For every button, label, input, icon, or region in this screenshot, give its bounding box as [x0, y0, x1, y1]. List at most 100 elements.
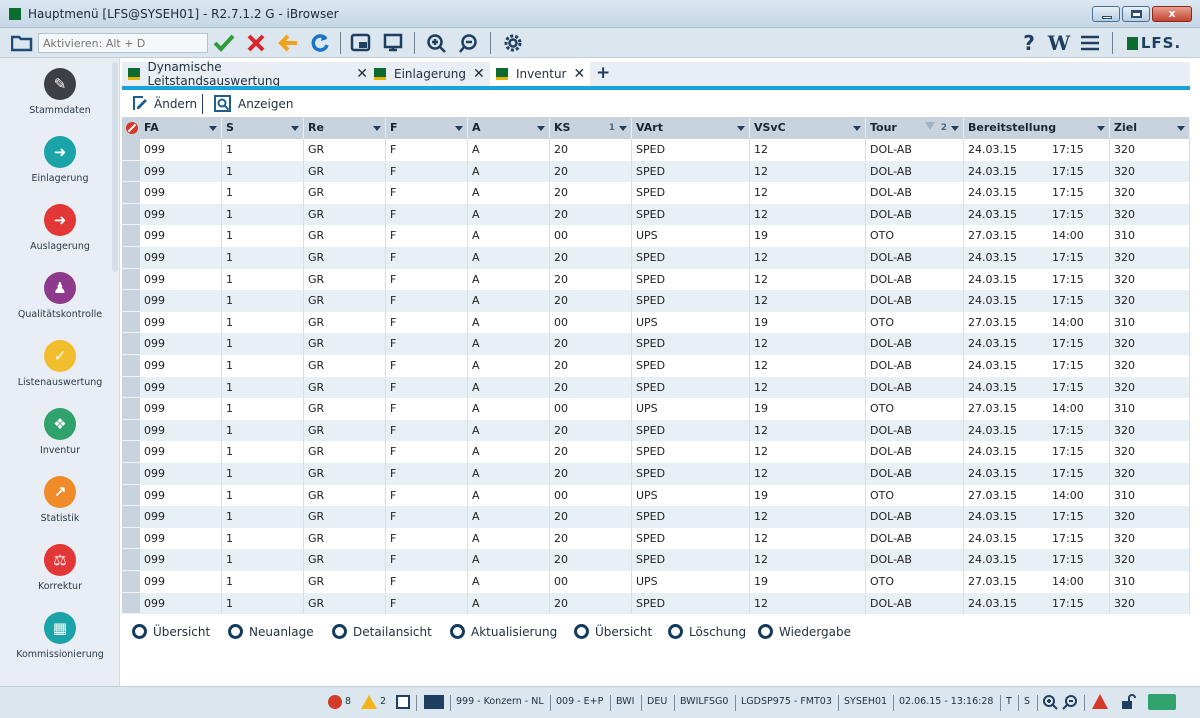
row-selector[interactable] [122, 247, 140, 269]
tab-inventur[interactable]: Inventur ✕ [490, 62, 590, 86]
row-selector[interactable] [122, 290, 140, 312]
column-header-tour[interactable]: Tour 2 [866, 117, 964, 139]
row-selector[interactable] [122, 441, 140, 463]
close-tab-icon[interactable]: ✕ [472, 66, 485, 82]
tab-einlagerung[interactable]: Einlagerung ✕ [374, 62, 486, 86]
column-header-f[interactable]: F [386, 117, 468, 139]
column-dropdown-icon[interactable] [853, 126, 861, 131]
table-row[interactable]: 099 1 GR F A 20 SPED 12 DOL-AB 24.03.15 17:15 320 [122, 419, 1190, 442]
option-6[interactable]: Wiedergabe [758, 624, 851, 639]
table-row[interactable]: 099 1 GR F A 20 SPED 12 DOL-AB 24.03.15 17:15 320 [122, 268, 1190, 291]
column-header-vart[interactable]: VArt [632, 117, 750, 139]
column-header-bereit[interactable]: Bereitstellung [964, 117, 1110, 139]
option-1[interactable]: Neuanlage [228, 624, 314, 639]
column-dropdown-icon[interactable] [455, 126, 463, 131]
table-row[interactable]: 099 1 GR F A 20 SPED 12 DOL-AB 24.03.15 17:15 320 [122, 506, 1190, 528]
status-zoom-out-icon[interactable] [1062, 694, 1078, 710]
column-header-s[interactable]: S [222, 117, 304, 139]
radio-button[interactable] [132, 624, 147, 639]
radio-button[interactable] [228, 624, 243, 639]
column-dropdown-icon[interactable] [537, 126, 545, 131]
sidebar-item-korrektur[interactable]: ⚖ Korrektur [0, 544, 120, 604]
column-dropdown-icon[interactable] [951, 126, 959, 131]
row-selector[interactable] [122, 160, 140, 183]
column-header-ks[interactable]: KS 1 [550, 117, 632, 139]
row-selector[interactable] [122, 333, 140, 355]
close-window-button[interactable]: x [1152, 6, 1192, 22]
help-button[interactable]: ? [1023, 31, 1035, 55]
table-row[interactable]: 099 1 GR F A 20 SPED 12 DOL-AB 24.03.15 17:15 320 [122, 160, 1190, 183]
column-dropdown-icon[interactable] [373, 126, 381, 131]
wiki-button[interactable]: W [1047, 31, 1071, 55]
sidebar-scrollbar[interactable] [112, 62, 118, 272]
column-header-a[interactable]: A [468, 117, 550, 139]
table-row[interactable]: 099 1 GR F A 20 SPED 12 DOL-AB 24.03.15 17:15 320 [122, 203, 1190, 226]
confirm-button[interactable] [212, 32, 236, 54]
column-header-fa[interactable]: FA [140, 117, 222, 139]
row-selector[interactable] [122, 419, 140, 442]
radio-button[interactable] [332, 624, 347, 639]
column-header-re[interactable]: Re [304, 117, 386, 139]
zoom-out-button[interactable] [456, 32, 482, 54]
table-row[interactable]: 099 1 GR F A 20 SPED 12 DOL-AB 24.03.15 17:15 320 [122, 592, 1190, 615]
radio-button[interactable] [668, 624, 683, 639]
table-row[interactable]: 099 1 GR F A 00 UPS 19 OTO 27.03.15 14:00 310 [122, 571, 1190, 593]
table-row[interactable]: 099 1 GR F A 20 SPED 12 DOL-AB 24.03.15 17:15 320 [122, 290, 1190, 312]
row-selector[interactable] [122, 139, 140, 161]
alert-icon[interactable] [1092, 694, 1108, 709]
activate-input[interactable] [38, 33, 208, 53]
minimize-button[interactable] [1092, 6, 1120, 22]
sidebar-item-kommissionierung[interactable]: ▦ Kommissionierung [0, 612, 120, 672]
table-row[interactable]: 099 1 GR F A 20 SPED 12 DOL-AB 24.03.15 17:15 320 [122, 247, 1190, 269]
option-5[interactable]: Löschung [668, 624, 746, 639]
radio-button[interactable] [574, 624, 589, 639]
column-dropdown-icon[interactable] [1177, 126, 1185, 131]
close-tab-icon[interactable]: ✕ [573, 66, 586, 82]
table-row[interactable]: 099 1 GR F A 20 SPED 12 DOL-AB 24.03.15 17:15 320 [122, 441, 1190, 463]
unlock-icon[interactable] [1120, 693, 1136, 711]
settings-button[interactable] [500, 32, 526, 54]
sidebar-item-statistik[interactable]: ↗ Statistik [0, 476, 120, 536]
edit-button[interactable]: Ändern [132, 95, 197, 112]
print-button[interactable] [380, 32, 406, 54]
row-selector[interactable] [122, 398, 140, 420]
table-row[interactable]: 099 1 GR F A 20 SPED 12 DOL-AB 24.03.15 17:15 320 [122, 333, 1190, 355]
column-dropdown-icon[interactable] [737, 126, 745, 131]
status-mode-t[interactable]: T [1006, 696, 1012, 707]
menu-button[interactable] [1078, 32, 1102, 54]
view-button[interactable]: Anzeigen [214, 95, 293, 112]
table-row[interactable]: 099 1 GR F A 20 SPED 12 DOL-AB 24.03.15 17:15 320 [122, 527, 1190, 550]
table-row[interactable]: 099 1 GR F A 00 UPS 19 OTO 27.03.15 14:00 310 [122, 484, 1190, 507]
table-row[interactable]: 099 1 GR F A 00 UPS 19 OTO 27.03.15 14:00 310 [122, 311, 1190, 334]
row-selector[interactable] [122, 376, 140, 399]
mail-icon[interactable] [424, 695, 444, 709]
row-selector[interactable] [122, 463, 140, 485]
row-selector[interactable] [122, 268, 140, 291]
column-header-ziel[interactable]: Ziel [1110, 117, 1190, 139]
status-mode-s[interactable]: S [1024, 696, 1031, 707]
radio-button[interactable] [758, 624, 773, 639]
sidebar-item-qualitätskontrolle[interactable]: ♟ Qualitätskontrolle [0, 272, 120, 332]
sidebar-item-inventur[interactable]: ❖ Inventur [0, 408, 120, 468]
row-selector[interactable] [122, 549, 140, 571]
radio-button[interactable] [450, 624, 465, 639]
column-header-vsvc[interactable]: VSvC [750, 117, 866, 139]
row-selector[interactable] [122, 182, 140, 204]
maximize-button[interactable] [1122, 6, 1150, 22]
row-selector[interactable] [122, 203, 140, 226]
table-row[interactable]: 099 1 GR F A 00 UPS 19 OTO 27.03.15 14:00 310 [122, 225, 1190, 247]
error-icon[interactable] [328, 695, 342, 709]
table-row[interactable]: 099 1 GR F A 00 UPS 19 OTO 27.03.15 14:00 310 [122, 398, 1190, 420]
row-selector[interactable] [122, 311, 140, 334]
row-selector[interactable] [122, 592, 140, 615]
option-4[interactable]: Übersicht [574, 624, 652, 639]
option-2[interactable]: Detailansicht [332, 624, 432, 639]
column-dropdown-icon[interactable] [291, 126, 299, 131]
sidebar-item-einlagerung[interactable]: ➜ Einlagerung [0, 136, 120, 196]
column-dropdown-icon[interactable] [1097, 126, 1105, 131]
row-selector[interactable] [122, 506, 140, 528]
row-selector[interactable] [122, 484, 140, 507]
table-row[interactable]: 099 1 GR F A 20 SPED 12 DOL-AB 24.03.15 17:15 320 [122, 549, 1190, 571]
add-tab-icon[interactable]: + [596, 63, 611, 83]
refresh-button[interactable] [308, 32, 332, 54]
